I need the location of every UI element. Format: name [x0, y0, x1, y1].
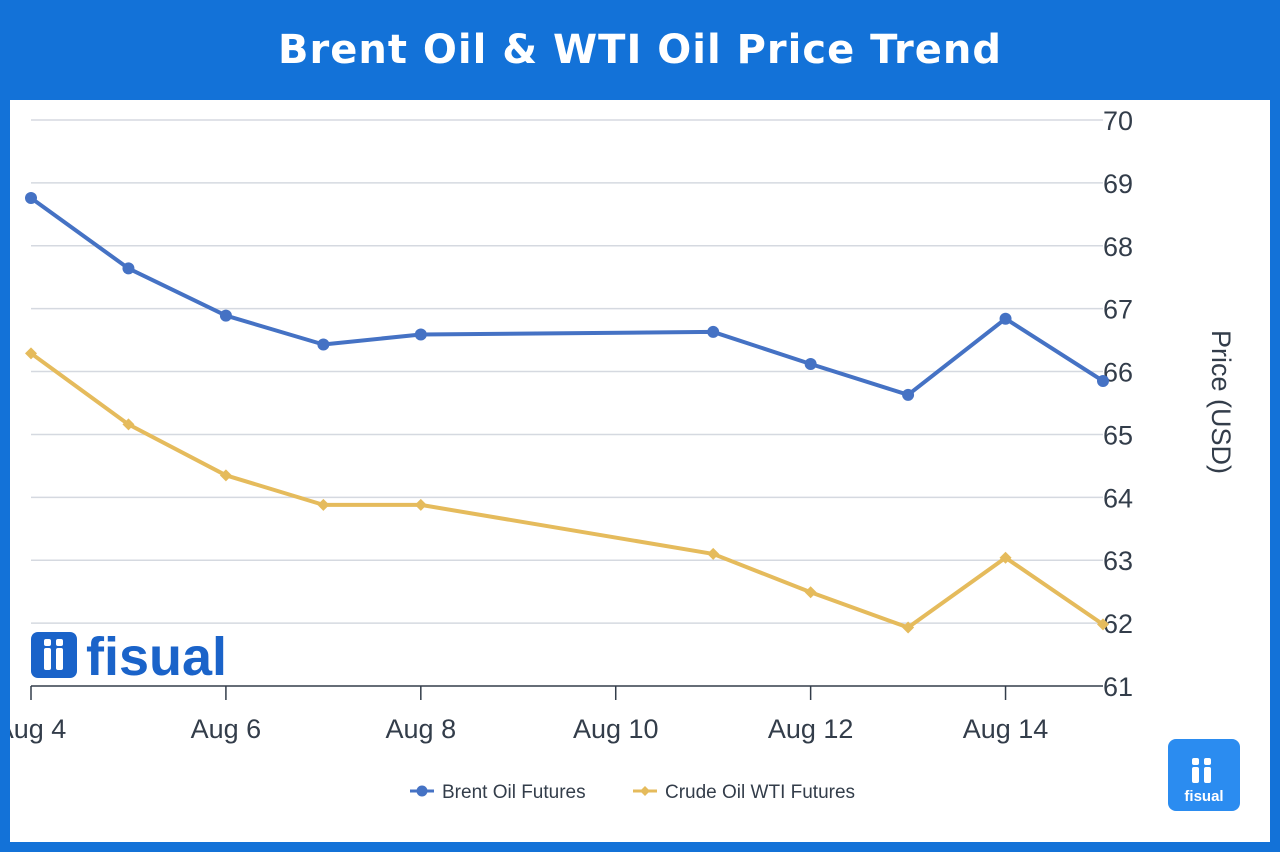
y-tick-label: 64	[1103, 483, 1133, 513]
y-tick-label: 69	[1103, 169, 1133, 199]
y-tick-label: 67	[1103, 295, 1133, 325]
data-point[interactable]	[25, 191, 37, 204]
legend-item[interactable]: Crude Oil WTI Futures	[633, 782, 855, 803]
grid-lines	[31, 119, 1103, 624]
legend: Brent Oil Futures Crude Oil WTI Futures	[410, 782, 855, 803]
x-tick-label: Aug 4	[10, 714, 66, 744]
data-point[interactable]	[902, 388, 915, 401]
logo-mark-icon	[31, 632, 77, 678]
series-group	[25, 191, 1109, 634]
y-axis-label: Price (USD)	[1206, 330, 1236, 474]
data-point[interactable]	[317, 498, 330, 511]
y-tick-label: 65	[1103, 420, 1133, 450]
x-axis: Aug 4 Aug 6 Aug 8 Aug 10 Aug 12 Aug 14	[10, 685, 1103, 744]
badge-mark-icon	[1192, 758, 1199, 765]
data-point[interactable]	[122, 262, 135, 275]
data-point[interactable]	[804, 586, 817, 599]
legend-marker	[416, 785, 428, 797]
data-point[interactable]	[317, 338, 330, 351]
logo-text: fisual	[86, 627, 227, 687]
x-tick-label: Aug 8	[386, 714, 457, 744]
y-tick-label: 68	[1103, 232, 1133, 262]
x-tick-label: Aug 14	[963, 714, 1049, 744]
data-point[interactable]	[1097, 374, 1109, 387]
data-point[interactable]	[707, 325, 720, 338]
data-point[interactable]	[25, 347, 37, 360]
data-point[interactable]	[414, 498, 427, 511]
data-point[interactable]	[1097, 618, 1109, 631]
legend-label: Brent Oil Futures	[442, 782, 586, 803]
legend-item[interactable]: Brent Oil Futures	[410, 782, 586, 803]
fisual-badge[interactable]: fisual	[1168, 739, 1240, 811]
legend-marker	[640, 786, 650, 796]
data-point[interactable]	[122, 418, 135, 431]
x-tick-label: Aug 10	[573, 714, 659, 744]
fisual-logo: fisual	[31, 627, 227, 687]
badge-text: fisual	[1184, 788, 1223, 805]
series-line	[29, 351, 1105, 630]
data-point[interactable]	[999, 551, 1012, 564]
series-line	[29, 196, 1105, 397]
data-point[interactable]	[902, 621, 915, 634]
x-tick-label: Aug 6	[191, 714, 262, 744]
header: Brent Oil & WTI Oil Price Trend	[0, 0, 1280, 100]
x-tick-label: Aug 12	[768, 714, 854, 744]
y-tick-label: 61	[1103, 672, 1133, 702]
data-point[interactable]	[999, 312, 1012, 325]
data-point[interactable]	[219, 309, 232, 322]
data-point[interactable]	[707, 547, 720, 560]
data-point[interactable]	[804, 358, 817, 371]
y-tick-label: 63	[1103, 546, 1133, 576]
page-title: Brent Oil & WTI Oil Price Trend	[278, 27, 1002, 73]
y-tick-label: 70	[1103, 106, 1133, 136]
legend-label: Crude Oil WTI Futures	[665, 782, 855, 803]
data-point[interactable]	[219, 469, 232, 482]
data-point[interactable]	[414, 328, 427, 341]
